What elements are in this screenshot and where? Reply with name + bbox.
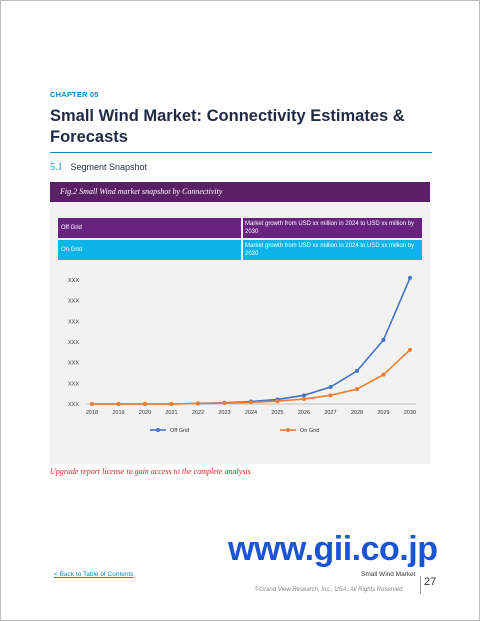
legend-label-off-grid: Off Grid: [170, 428, 189, 434]
legend-marker-on-grid: [286, 428, 290, 432]
x-tick-label: 2027: [324, 410, 336, 416]
page-number-divider: [420, 576, 421, 594]
y-tick-label: XXX: [68, 340, 79, 346]
page-title: Small Wind Market: Connectivity Estimate…: [50, 107, 405, 146]
data-point-on-grid: [302, 397, 306, 402]
data-point-on-grid: [143, 402, 147, 406]
line-chart: XXX XXX XXX XXX XXX XXX XXX 2018 2019 2020 2021 202…: [68, 275, 416, 434]
x-tick-label: 2019: [112, 410, 124, 416]
watermark-logo: www.gii.co.jp: [228, 530, 438, 568]
footer-copyright: ©Grand View Research, Inc., USA. All Rig…: [255, 587, 403, 593]
data-point-on-grid: [116, 402, 121, 406]
data-point-on-grid: [355, 387, 359, 392]
title-divider: [50, 152, 432, 153]
data-point-on-grid: [196, 401, 200, 406]
data-point-on-grid: [275, 399, 280, 404]
segment-row-off-grid: Off Grid Market growth from USD xx milli…: [58, 218, 422, 238]
footer-report-title: Small Wind Market: [361, 571, 416, 578]
x-tick-label: 2020: [139, 410, 151, 416]
x-tick-label: 2028: [351, 410, 363, 416]
y-tick-label: XXX: [68, 319, 79, 325]
section-number: 5.1: [50, 162, 63, 173]
x-tick-label: 2024: [245, 410, 257, 416]
y-tick-label: XXX: [68, 381, 79, 387]
data-point-on-grid: [408, 347, 412, 352]
page-number: 27: [424, 576, 437, 588]
x-tick-label: 2023: [218, 410, 230, 416]
segment-row-on-grid: On Grid Market growth from USD xx millio…: [58, 240, 422, 260]
data-point-on-grid: [169, 402, 174, 406]
x-tick-label: 2029: [377, 410, 389, 416]
data-point-on-grid: [222, 401, 227, 406]
data-point-on-grid: [381, 372, 386, 377]
back-to-toc-link[interactable]: < Back to Table of Contents: [54, 571, 134, 578]
y-tick-label: XXX: [68, 299, 79, 305]
segment-label: Off Grid: [58, 218, 241, 238]
x-tick-label: 2025: [271, 410, 283, 416]
x-tick-label: 2018: [86, 410, 98, 416]
data-point-on-grid: [328, 393, 333, 398]
series-line-off-grid: [92, 277, 411, 405]
upgrade-notice: Upgrade report license to gain access to…: [50, 467, 251, 476]
y-tick-label: XXX: [68, 361, 79, 367]
data-point-off-grid: [302, 393, 306, 398]
legend-marker-off-grid: [156, 428, 160, 432]
figure-title: Fig.2 Small Wind market snapshot by Conn…: [60, 187, 223, 196]
chapter-label: CHAPTER 05: [50, 90, 99, 99]
x-tick-label: 2030: [404, 410, 416, 416]
segment-description: Market growth from USD xx million in 202…: [243, 218, 422, 238]
segment-label: On Grid: [58, 240, 241, 260]
data-point-on-grid: [249, 400, 253, 405]
figure-panel: Fig.2 Small Wind market snapshot by Conn…: [50, 182, 430, 464]
data-point-off-grid: [355, 368, 359, 373]
data-point-off-grid: [328, 385, 333, 390]
y-tick-label: XXX: [68, 402, 79, 408]
data-point-off-grid: [408, 275, 412, 280]
segment-description: Market growth from USD xx million in 202…: [243, 240, 422, 260]
legend-label-on-grid: On Grid: [300, 428, 319, 434]
y-tick-label: XXX: [68, 278, 79, 284]
section-title: Segment Snapshot: [70, 162, 148, 172]
x-tick-label: 2021: [165, 410, 177, 416]
section-heading: 5.1 Segment Snapshot: [50, 162, 147, 173]
data-point-off-grid: [381, 337, 386, 342]
data-point-on-grid: [90, 402, 94, 406]
x-tick-label: 2022: [192, 410, 204, 416]
figure-title-bar: Fig.2 Small Wind market snapshot by Conn…: [50, 182, 430, 202]
x-tick-label: 2026: [298, 410, 310, 416]
series-line-on-grid: [92, 349, 411, 405]
